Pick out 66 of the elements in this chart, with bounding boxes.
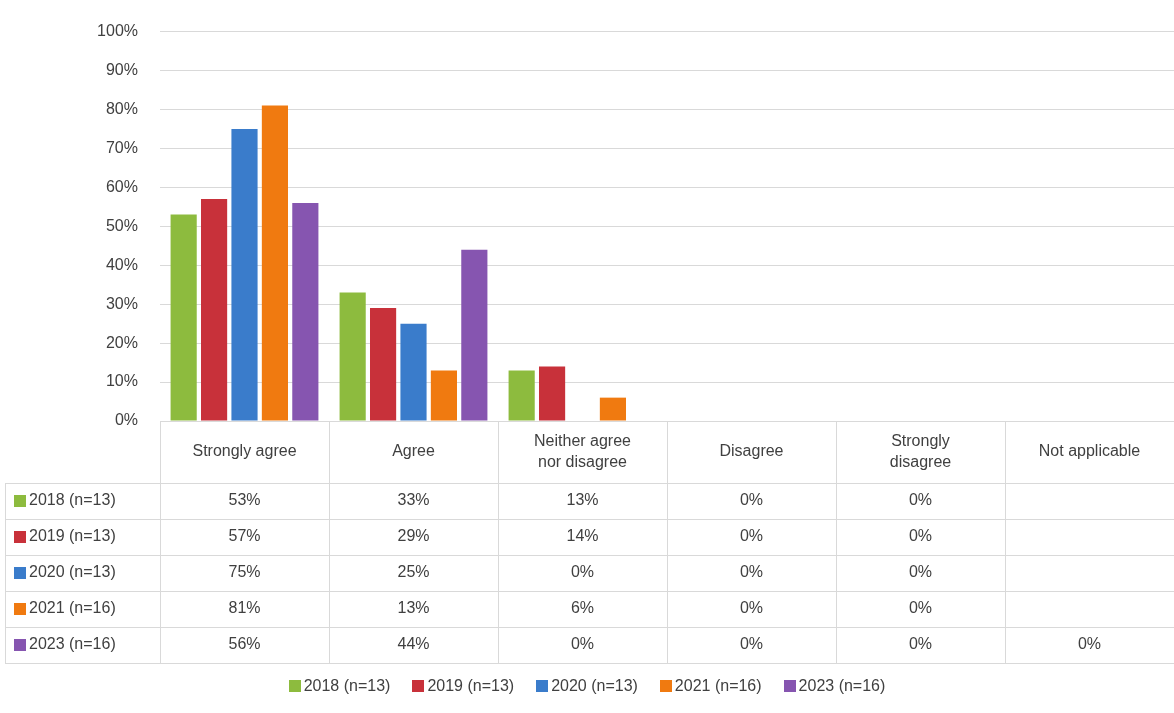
x-tick-label: Strongly disagree	[889, 431, 952, 470]
bar	[599, 397, 626, 421]
y-tick-label: 10%	[105, 372, 138, 390]
data-label: 33%	[397, 491, 430, 509]
legend-label: 2018 (n=13)	[29, 491, 116, 509]
y-tick-label: 80%	[105, 99, 138, 117]
data-label: 0%	[908, 491, 933, 509]
data-label: 75%	[228, 563, 261, 581]
bar	[400, 323, 427, 421]
data-label: 14%	[566, 527, 599, 545]
data-label: 13%	[566, 491, 599, 509]
y-tick-label: 0%	[114, 411, 138, 429]
bar	[508, 370, 535, 421]
data-label: 0%	[908, 527, 933, 545]
data-label: 13%	[397, 599, 430, 617]
text: 2018 (n=13)	[303, 677, 391, 694]
text: 2020 (n=13)	[551, 677, 638, 694]
text: 2021 (n=16)	[674, 677, 762, 694]
y-tick-label: 100%	[97, 22, 138, 40]
legend-label: 2021 (n=16)	[29, 599, 116, 617]
y-tick-label: 60%	[105, 177, 138, 195]
data-label: 0%	[570, 635, 595, 653]
legend-label: 2019 (n=13)	[29, 527, 116, 545]
y-tick-label: 30%	[105, 294, 138, 312]
text: 2019 (n=13)	[427, 677, 515, 694]
bar	[170, 214, 197, 421]
data-label: 0%	[570, 563, 595, 581]
bar	[292, 202, 319, 421]
data-label: 25%	[397, 563, 430, 581]
bar	[261, 105, 288, 421]
y-tick-label: 40%	[105, 255, 138, 273]
data-label: 0%	[739, 599, 764, 617]
legend-label: 2023 (n=16)	[29, 635, 116, 653]
x-tick-label: Strongly agree	[192, 442, 297, 460]
data-label: 0%	[908, 635, 933, 653]
data-label: 0%	[739, 491, 764, 509]
bar	[201, 199, 228, 421]
x-tick-label: Not applicable	[1038, 442, 1141, 460]
data-label: 0%	[1077, 635, 1102, 653]
y-tick-label: 90%	[105, 60, 138, 78]
legend-label: 2020 (n=13)	[29, 563, 116, 581]
data-label: 29%	[397, 527, 430, 545]
bar	[539, 366, 566, 421]
data-label: 57%	[228, 527, 261, 545]
bar	[430, 370, 457, 421]
x-tick-label: Neither agree nor disagree	[534, 431, 632, 470]
y-tick-label: 50%	[105, 216, 138, 234]
data-label: 81%	[228, 599, 261, 617]
bar	[339, 292, 366, 421]
bar	[370, 308, 397, 421]
data-label: 53%	[228, 491, 261, 509]
data-label: 56%	[228, 635, 261, 653]
data-label: 6%	[570, 599, 595, 617]
data-label: 0%	[739, 527, 764, 545]
data-label: 0%	[739, 635, 764, 653]
y-tick-label: 70%	[105, 138, 138, 156]
x-tick-label: Agree	[392, 442, 435, 460]
bar	[461, 249, 488, 421]
data-label: 0%	[908, 599, 933, 617]
data-label: 0%	[908, 563, 933, 581]
x-tick-label: Disagree	[719, 442, 784, 460]
text: 2023 (n=16)	[798, 677, 886, 694]
data-label: 44%	[397, 635, 430, 653]
y-tick-label: 20%	[105, 333, 138, 351]
data-label: 0%	[739, 563, 764, 581]
bar	[231, 128, 258, 421]
